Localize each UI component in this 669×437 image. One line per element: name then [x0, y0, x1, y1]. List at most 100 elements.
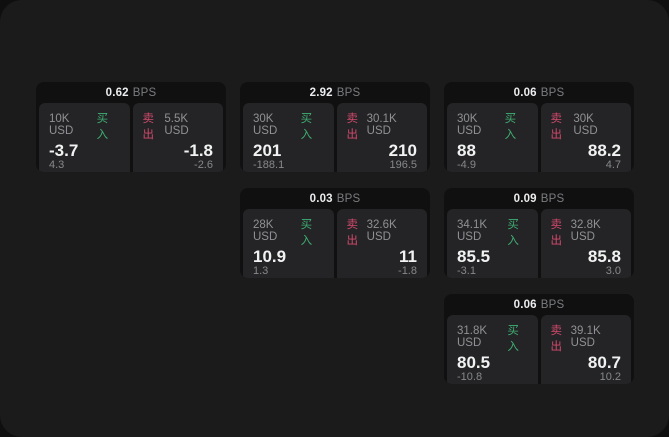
- card-body: 34.1K USD 买入 85.5 -3.1 卖出 32.8K USD 85.8…: [444, 209, 634, 278]
- buy-quote-button[interactable]: 28K USD 买入 10.9 1.3: [243, 209, 334, 278]
- buy-pane-top-row: 30K USD 买入: [457, 110, 528, 142]
- quote-card: 0.03 BPS 28K USD 买入 10.9 1.3 卖出 32.6K US…: [240, 188, 430, 278]
- sell-side-label: 卖出: [142, 113, 155, 141]
- buy-pane-top-row: 31.8K USD 买入: [457, 322, 528, 354]
- bps-value: 2.92: [309, 86, 333, 99]
- sell-price: -1.8: [183, 141, 213, 160]
- buy-price: 10.9: [253, 247, 287, 266]
- sell-side-label: 卖出: [550, 113, 563, 141]
- buy-notional-label: 30K USD: [253, 113, 278, 137]
- bps-value: 0.03: [309, 192, 333, 205]
- bps-unit-label: BPS: [336, 192, 361, 205]
- sell-change: 3.0: [605, 265, 621, 277]
- sell-change: 196.5: [389, 159, 417, 171]
- sell-pane-top-row: 卖出 5.5K USD: [143, 110, 214, 142]
- buy-notional-label: 34.1K USD: [457, 219, 488, 243]
- bps-value: 0.06: [513, 86, 537, 99]
- buy-change: -4.9: [457, 159, 476, 171]
- bps-unit-label: BPS: [540, 192, 565, 205]
- buy-side-label: 买入: [507, 325, 519, 353]
- buy-side-label: 买入: [504, 113, 517, 141]
- bps-unit-label: BPS: [132, 86, 157, 99]
- card-body: 10K USD 买入 -3.7 4.3 卖出 5.5K USD -1.8 -2.…: [36, 103, 226, 172]
- sell-change: -2.6: [194, 159, 213, 171]
- sell-notional-label: 32.8K USD: [570, 219, 601, 243]
- sell-notional-label: 30.1K USD: [366, 113, 397, 137]
- buy-notional-label: 31.8K USD: [457, 325, 488, 349]
- buy-pane-top-row: 30K USD 买入: [253, 110, 324, 142]
- bps-unit-label: BPS: [540, 298, 565, 311]
- buy-quote-button[interactable]: 30K USD 买入 201 -188.1: [243, 103, 334, 172]
- bps-value: 0.62: [105, 86, 129, 99]
- sell-pane-top-row: 卖出 32.6K USD: [347, 216, 418, 248]
- bps-unit-label: BPS: [336, 86, 361, 99]
- sell-pane-top-row: 卖出 30K USD: [551, 110, 622, 142]
- sell-quote-button[interactable]: 卖出 39.1K USD 80.7 10.2: [540, 315, 631, 384]
- sell-change: 4.7: [605, 159, 621, 171]
- bps-unit-label: BPS: [540, 86, 565, 99]
- card-body: 30K USD 买入 88 -4.9 卖出 30K USD 88.2 4.7: [444, 103, 634, 172]
- quote-card: 2.92 BPS 30K USD 买入 201 -188.1 卖出 30.1K …: [240, 82, 430, 172]
- buy-change: -3.1: [457, 265, 476, 277]
- sell-change: 10.2: [599, 371, 621, 383]
- buy-quote-button[interactable]: 31.8K USD 买入 80.5 -10.8: [447, 315, 538, 384]
- quote-card: 0.06 BPS 30K USD 买入 88 -4.9 卖出 30K USD 8…: [444, 82, 634, 172]
- bps-value: 0.09: [513, 192, 537, 205]
- buy-pane-top-row: 34.1K USD 买入: [457, 216, 528, 248]
- sell-pane-top-row: 卖出 32.8K USD: [551, 216, 622, 248]
- sell-notional-label: 39.1K USD: [570, 325, 601, 349]
- buy-notional-label: 30K USD: [457, 113, 482, 137]
- sell-quote-button[interactable]: 卖出 32.8K USD 85.8 3.0: [540, 209, 631, 278]
- card-header: 0.06 BPS: [444, 294, 634, 315]
- card-header: 0.62 BPS: [36, 82, 226, 103]
- quote-card: 0.62 BPS 10K USD 买入 -3.7 4.3 卖出 5.5K USD…: [36, 82, 226, 172]
- buy-price: 85.5: [457, 247, 491, 266]
- buy-change: -10.8: [457, 371, 483, 383]
- sell-change: -1.8: [398, 265, 417, 277]
- buy-price: 201: [253, 141, 282, 160]
- sell-quote-button[interactable]: 卖出 32.6K USD 11 -1.8: [336, 209, 427, 278]
- buy-side-label: 买入: [300, 113, 313, 141]
- card-body: 30K USD 买入 201 -188.1 卖出 30.1K USD 210 1…: [240, 103, 430, 172]
- buy-notional-label: 10K USD: [49, 113, 74, 137]
- sell-quote-button[interactable]: 卖出 5.5K USD -1.8 -2.6: [132, 103, 223, 172]
- card-header: 2.92 BPS: [240, 82, 430, 103]
- sell-quote-button[interactable]: 卖出 30K USD 88.2 4.7: [540, 103, 631, 172]
- card-header: 0.03 BPS: [240, 188, 430, 209]
- sell-price: 88.2: [587, 141, 621, 160]
- card-body: 31.8K USD 买入 80.5 -10.8 卖出 39.1K USD 80.…: [444, 315, 634, 384]
- sell-side-label: 卖出: [550, 219, 563, 247]
- card-header: 0.06 BPS: [444, 82, 634, 103]
- buy-price: -3.7: [49, 141, 79, 160]
- sell-quote-button[interactable]: 卖出 30.1K USD 210 196.5: [336, 103, 427, 172]
- sell-notional-label: 30K USD: [573, 113, 598, 137]
- buy-quote-button[interactable]: 10K USD 买入 -3.7 4.3: [39, 103, 130, 172]
- sell-notional-label: 32.6K USD: [366, 219, 397, 243]
- quote-cards-grid: 0.62 BPS 10K USD 买入 -3.7 4.3 卖出 5.5K USD…: [36, 82, 634, 384]
- sell-pane-top-row: 卖出 30.1K USD: [347, 110, 418, 142]
- quote-card: 0.09 BPS 34.1K USD 买入 85.5 -3.1 卖出 32.8K…: [444, 188, 634, 278]
- buy-change: -188.1: [253, 159, 285, 171]
- buy-pane-top-row: 10K USD 买入: [49, 110, 120, 142]
- buy-side-label: 买入: [300, 219, 313, 247]
- buy-quote-button[interactable]: 34.1K USD 买入 85.5 -3.1: [447, 209, 538, 278]
- bps-value: 0.06: [513, 298, 537, 311]
- sell-side-label: 卖出: [550, 325, 563, 353]
- sell-pane-top-row: 卖出 39.1K USD: [551, 322, 622, 354]
- card-body: 28K USD 买入 10.9 1.3 卖出 32.6K USD 11 -1.8: [240, 209, 430, 278]
- buy-notional-label: 28K USD: [253, 219, 278, 243]
- buy-change: 4.3: [49, 159, 65, 171]
- sell-price: 85.8: [587, 247, 621, 266]
- buy-side-label: 买入: [96, 113, 109, 141]
- sell-side-label: 卖出: [346, 219, 359, 247]
- buy-price: 80.5: [457, 353, 491, 372]
- buy-price: 88: [457, 141, 476, 160]
- sell-notional-label: 5.5K USD: [164, 113, 189, 137]
- sell-price: 11: [399, 247, 417, 266]
- card-header: 0.09 BPS: [444, 188, 634, 209]
- quote-card: 0.06 BPS 31.8K USD 买入 80.5 -10.8 卖出 39.1…: [444, 294, 634, 384]
- sell-price: 210: [388, 141, 417, 160]
- buy-quote-button[interactable]: 30K USD 买入 88 -4.9: [447, 103, 538, 172]
- buy-side-label: 买入: [507, 219, 519, 247]
